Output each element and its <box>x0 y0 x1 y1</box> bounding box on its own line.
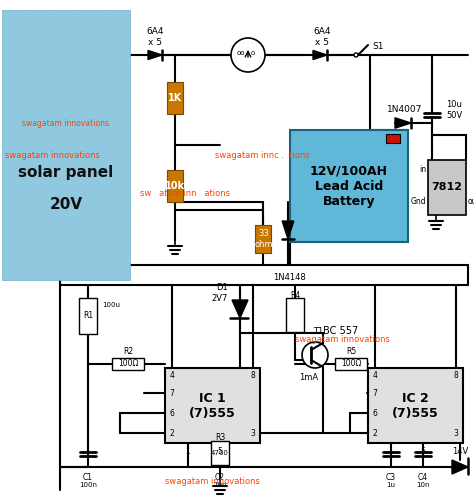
Text: R1: R1 <box>83 312 93 321</box>
Text: 4700: 4700 <box>211 450 229 456</box>
Bar <box>290 130 408 242</box>
Text: oo: oo <box>237 50 245 56</box>
Text: 12V/100AH
Lead Acid
Battery: 12V/100AH Lead Acid Battery <box>310 164 388 207</box>
Bar <box>79 298 97 334</box>
Polygon shape <box>313 51 327 60</box>
Text: C3: C3 <box>386 472 396 481</box>
Text: R5: R5 <box>346 347 356 356</box>
Text: R2: R2 <box>123 347 133 356</box>
Polygon shape <box>452 460 468 474</box>
Text: C2: C2 <box>215 472 225 481</box>
Circle shape <box>302 342 328 368</box>
Text: 10n: 10n <box>416 482 430 488</box>
Text: o: o <box>251 50 255 56</box>
Text: C4: C4 <box>418 472 428 481</box>
Text: 5: 5 <box>218 446 222 455</box>
Text: 100Ω: 100Ω <box>341 360 361 369</box>
Text: 3: 3 <box>454 428 458 437</box>
Bar <box>368 368 463 443</box>
Text: 8: 8 <box>454 372 458 380</box>
Text: IC 2
(7)555: IC 2 (7)555 <box>392 391 439 419</box>
Text: 1: 1 <box>186 446 191 455</box>
Text: 100n: 100n <box>79 482 97 488</box>
Text: 6: 6 <box>170 408 174 417</box>
Text: 1mA: 1mA <box>299 373 318 381</box>
Bar <box>112 358 144 370</box>
Bar <box>165 368 260 443</box>
Text: swagatam innovations: swagatam innovations <box>22 119 109 128</box>
Text: 8: 8 <box>251 372 255 380</box>
Circle shape <box>354 53 358 57</box>
Text: swagatam innovations: swagatam innovations <box>295 336 390 345</box>
Text: 2: 2 <box>373 428 377 437</box>
Text: 10n: 10n <box>213 482 227 488</box>
Text: BC 557: BC 557 <box>323 326 358 336</box>
Text: 1N4007: 1N4007 <box>387 105 423 114</box>
Bar <box>335 358 367 370</box>
Bar <box>167 82 183 114</box>
Text: C1: C1 <box>83 472 93 481</box>
Text: 20V: 20V <box>49 197 82 212</box>
Text: 2: 2 <box>170 428 174 437</box>
Text: 6: 6 <box>373 408 377 417</box>
Text: R4: R4 <box>290 291 300 300</box>
Text: 14V: 14V <box>452 446 468 455</box>
Text: 7: 7 <box>170 388 174 397</box>
Text: out: out <box>468 197 474 206</box>
Bar <box>211 441 229 465</box>
Text: 7: 7 <box>373 388 377 397</box>
Bar <box>167 170 183 202</box>
Text: 1K: 1K <box>168 93 182 103</box>
Bar <box>255 225 271 253</box>
Text: solar panel: solar panel <box>18 164 114 179</box>
Text: 5: 5 <box>420 446 426 455</box>
Text: 100u: 100u <box>102 302 120 308</box>
Text: 1N4148: 1N4148 <box>273 274 305 283</box>
Text: 33
ohm: 33 ohm <box>255 229 273 248</box>
Text: D1
2V7: D1 2V7 <box>211 283 228 303</box>
Text: 4: 4 <box>170 372 174 380</box>
Polygon shape <box>395 118 411 128</box>
Text: 100Ω: 100Ω <box>118 360 138 369</box>
Text: R3: R3 <box>215 433 225 442</box>
Bar <box>286 298 304 332</box>
Text: 4: 4 <box>373 372 377 380</box>
Text: 10k: 10k <box>165 181 185 191</box>
Text: 7812: 7812 <box>431 182 463 192</box>
Text: 1u: 1u <box>386 482 395 488</box>
Text: swagatam innc .  tions: swagatam innc . tions <box>215 150 310 159</box>
Text: swagatam innovations: swagatam innovations <box>165 477 260 486</box>
Bar <box>428 160 466 215</box>
Text: T1: T1 <box>313 327 323 336</box>
Text: 6A4
x 5: 6A4 x 5 <box>146 27 164 47</box>
Polygon shape <box>232 300 248 318</box>
Text: IC 1
(7)555: IC 1 (7)555 <box>189 391 236 419</box>
Text: S1: S1 <box>372 42 383 51</box>
Text: 1: 1 <box>389 446 393 455</box>
Bar <box>2 10 130 280</box>
Polygon shape <box>148 51 162 60</box>
Text: Gnd: Gnd <box>410 197 426 206</box>
Text: 6A4
x 5: 6A4 x 5 <box>313 27 331 47</box>
Text: swagatam innovations: swagatam innovations <box>5 150 100 159</box>
Circle shape <box>231 38 265 72</box>
Bar <box>386 134 400 143</box>
Polygon shape <box>282 221 294 239</box>
Text: 3: 3 <box>251 428 255 437</box>
Text: 10u
50V: 10u 50V <box>446 100 462 120</box>
Text: sw   atam inn   ations: sw atam inn ations <box>140 188 230 197</box>
Text: in: in <box>419 165 426 174</box>
